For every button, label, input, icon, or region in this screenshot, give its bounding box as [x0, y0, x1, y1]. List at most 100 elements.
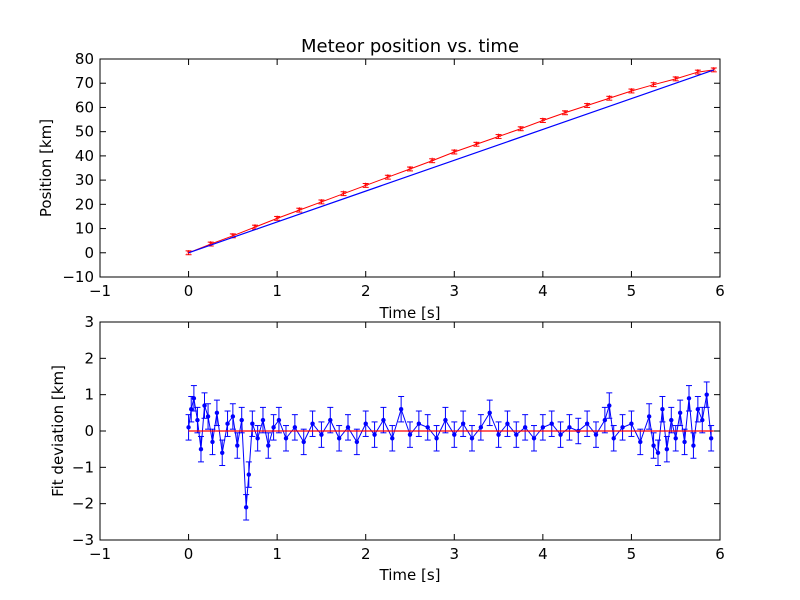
- deviation-data-point: [606, 392, 613, 419]
- deviation-y-tick-label: 1: [84, 386, 94, 404]
- position-chart-title: Meteor position vs. time: [301, 36, 519, 57]
- deviation-data-point: [663, 435, 670, 463]
- deviation-dot-marker: [487, 410, 492, 416]
- deviation-data-point: [486, 399, 493, 427]
- deviation-dot-marker: [620, 425, 625, 430]
- deviation-dot-marker: [230, 414, 236, 419]
- deviation-data-point: [659, 395, 666, 423]
- position-fit-line: [188, 69, 714, 254]
- deviation-dot-marker: [460, 421, 466, 426]
- deviation-data-point: [224, 410, 231, 437]
- deviation-x-tick-label: 4: [538, 545, 548, 563]
- deviation-data-point: [380, 406, 387, 434]
- deviation-data-point: [205, 403, 212, 430]
- position-data-point: *: [650, 81, 657, 92]
- deviation-dot-marker: [478, 425, 484, 430]
- deviation-dot-marker: [202, 403, 207, 408]
- position-star-marker: *: [319, 198, 324, 209]
- deviation-dot-marker: [336, 436, 342, 441]
- deviation-data-point: [584, 410, 591, 437]
- deviation-y-tick-label: 3: [84, 313, 94, 331]
- deviation-dot-marker: [522, 425, 528, 430]
- deviation-dot-marker: [239, 417, 244, 423]
- position-plot-area: ************************ *: [185, 66, 717, 260]
- deviation-data-point: [628, 410, 635, 437]
- deviation-plot-area: [185, 381, 715, 521]
- deviation-dot-marker: [469, 436, 475, 441]
- deviation-dot-marker: [646, 414, 652, 419]
- deviation-dot-marker: [235, 443, 240, 448]
- position-data-point: *: [185, 249, 192, 260]
- deviation-data-point: [245, 461, 252, 488]
- deviation-data-point: [469, 425, 475, 452]
- position-star-marker: *: [673, 75, 678, 86]
- position-x-tick-label: −1: [89, 282, 111, 300]
- deviation-data-point: [557, 421, 564, 448]
- deviation-dot-marker: [271, 425, 276, 430]
- deviation-dot-marker: [292, 425, 298, 430]
- position-star-marker: *: [430, 157, 435, 168]
- deviation-data-point: [699, 406, 706, 434]
- position-star-marker: *: [363, 181, 368, 192]
- position-star-marker: *: [496, 133, 501, 144]
- deviation-dot-marker: [496, 432, 501, 437]
- deviation-data-point: [197, 435, 204, 463]
- deviation-data-point: [265, 432, 272, 459]
- position-x-axis-label: Time [s]: [379, 304, 441, 322]
- position-y-tick-label: 60: [75, 98, 94, 116]
- deviation-dot-marker: [186, 425, 191, 430]
- deviation-dot-marker: [260, 417, 266, 423]
- deviation-data-point: [655, 439, 661, 467]
- position-data-point: *: [451, 148, 458, 159]
- deviation-data-point: [668, 406, 675, 434]
- deviation-data-point: [495, 421, 502, 448]
- deviation-dot-marker: [558, 432, 563, 437]
- deviation-axes: −1 0 1 2 3 4 5 6 −3 −2 −1 0 1 2 3 Time [s] Fit deviati…: [49, 313, 725, 584]
- position-data-point: *: [672, 75, 679, 86]
- deviation-dot-marker: [700, 417, 705, 423]
- deviation-dot-marker: [434, 436, 439, 441]
- deviation-y-tick-label: −3: [72, 531, 94, 549]
- deviation-data-point: [677, 399, 684, 427]
- deviation-data-point: [238, 406, 245, 434]
- deviation-data-point: [213, 399, 220, 427]
- position-x-tick-label: 6: [715, 282, 725, 300]
- position-data-point: *: [694, 68, 701, 79]
- position-x-tick-label: 0: [184, 282, 194, 300]
- deviation-x-tick-label: 2: [361, 545, 371, 563]
- deviation-dot-marker: [682, 439, 687, 445]
- deviation-dot-marker: [607, 403, 612, 408]
- position-data-point: *: [429, 157, 436, 168]
- position-y-tick-label: 70: [75, 74, 94, 92]
- deviation-dot-marker: [328, 417, 333, 423]
- deviation-dot-marker: [214, 410, 220, 416]
- deviation-data-point: [513, 421, 520, 448]
- deviation-data-point: [650, 432, 657, 459]
- deviation-x-tick-label: −1: [89, 545, 111, 563]
- position-axes: ************************ * −1 0 1 2 3 4 5 6−1001…: [37, 36, 725, 322]
- deviation-data-point: [451, 421, 458, 448]
- deviation-data-point: [291, 414, 298, 441]
- deviation-dot-marker: [567, 425, 572, 430]
- deviation-dot-marker: [354, 439, 360, 445]
- position-data-point: *: [562, 109, 568, 120]
- deviation-data-point: [219, 439, 226, 467]
- deviation-data-point: [477, 414, 484, 441]
- deviation-dot-marker: [664, 446, 670, 452]
- deviation-dot-marker: [319, 432, 324, 437]
- position-star-marker: *: [253, 223, 258, 234]
- deviation-data-point: [389, 425, 396, 452]
- deviation-data-point: [646, 403, 653, 430]
- deviation-x-tick-label: 0: [184, 545, 194, 563]
- deviation-data-point: [548, 410, 555, 437]
- position-axes-frame: [99, 58, 721, 278]
- deviation-data-point: [300, 428, 307, 456]
- deviation-data-point: [415, 410, 422, 437]
- deviation-data-point: [522, 414, 529, 441]
- deviation-dot-marker: [246, 472, 251, 477]
- deviation-dot-marker: [243, 505, 249, 510]
- deviation-dot-marker: [602, 417, 608, 423]
- deviation-x-tick-label: 1: [272, 545, 282, 563]
- deviation-y-tick-label: 2: [84, 349, 94, 367]
- deviation-dot-marker: [363, 421, 368, 426]
